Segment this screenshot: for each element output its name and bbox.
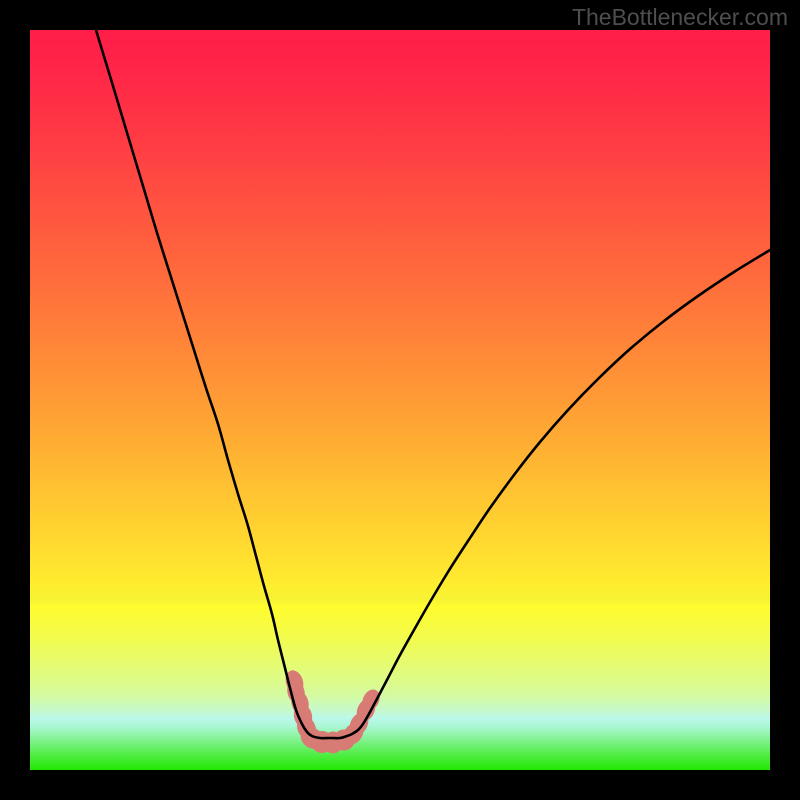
chart-lines bbox=[0, 0, 800, 800]
watermark-text: TheBottlenecker.com bbox=[572, 4, 788, 31]
v-curve bbox=[96, 30, 770, 738]
chart-canvas: { "visual": { "outer_size": 800, "border… bbox=[0, 0, 800, 800]
